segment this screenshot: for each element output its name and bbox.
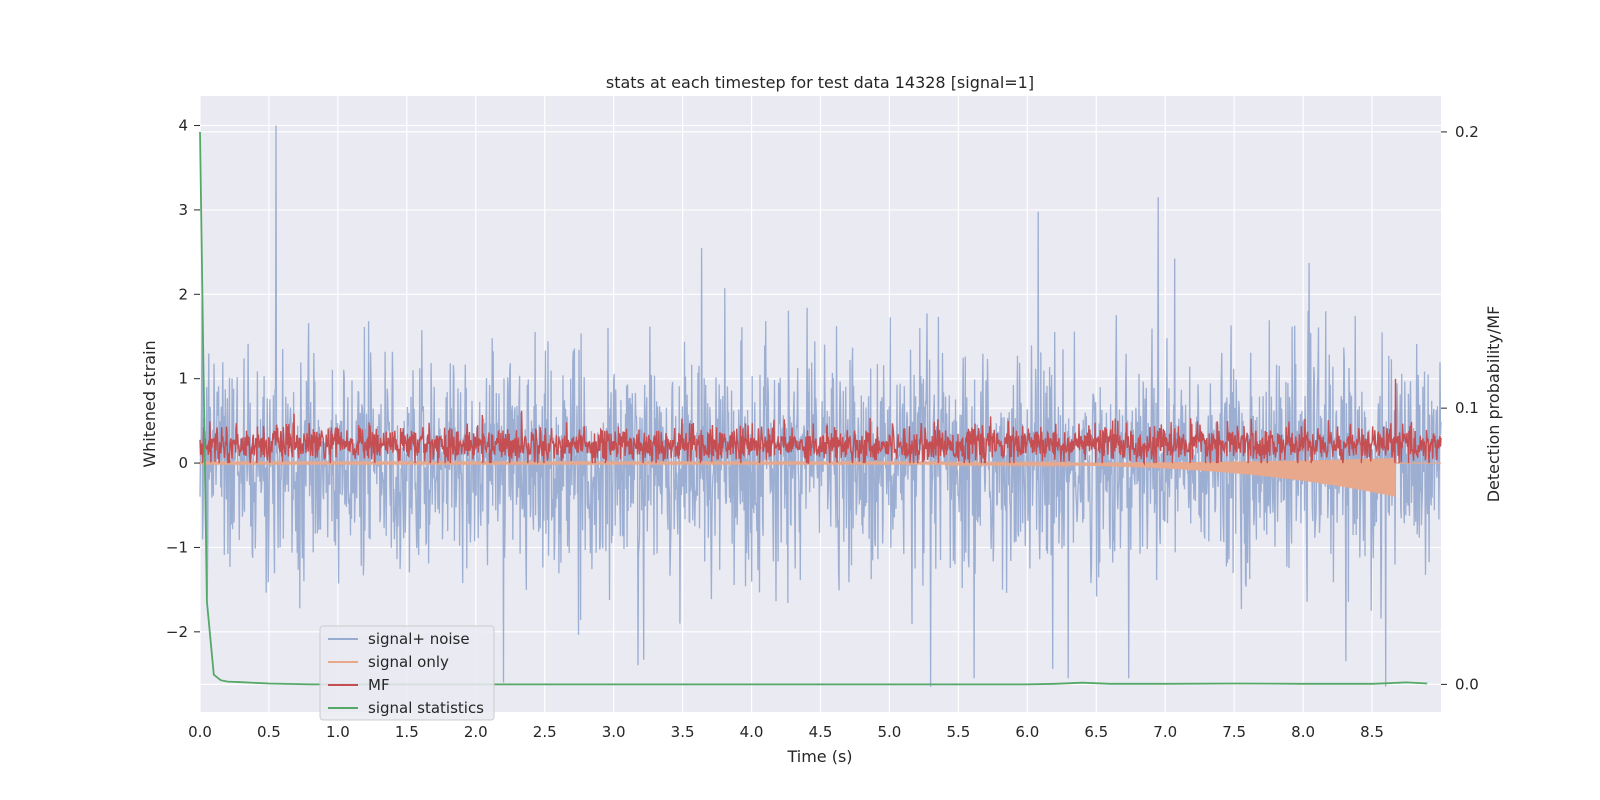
y2-tick-label: 0.2 [1455, 123, 1479, 141]
x-tick-label: 0.5 [257, 723, 281, 741]
x-tick-label: 8.5 [1360, 723, 1384, 741]
x-axis: 0.0 0.5 1.0 1.5 2.0 2.5 3.0 3.5 4.0 4.5 5.0 5.5 6.0 6… [188, 723, 1384, 741]
series-line-signal-only [199, 457, 1441, 497]
y-tick-label: −1 [166, 538, 188, 556]
x-tick-label: 4.5 [809, 723, 833, 741]
x-tick-label: 5.5 [946, 723, 970, 741]
legend-label-signal-noise: signal+ noise [368, 630, 470, 648]
y-tick-label: 3 [178, 201, 188, 219]
series-line-mf [199, 378, 1442, 466]
x-tick-label: 1.0 [326, 723, 350, 741]
chart-title: stats at each timestep for test data 143… [606, 73, 1034, 92]
legend: signal+ noise signal only MF signal stat… [319, 625, 495, 721]
x-tick-label: 4.0 [740, 723, 764, 741]
x-tick-label: 0.0 [188, 723, 212, 741]
plot-area [199, 125, 1442, 687]
x-tick-label: 6.5 [1084, 723, 1108, 741]
y2-tick-label: 0.0 [1455, 675, 1479, 693]
x-axis-label: Time (s) [786, 747, 852, 766]
y-tick-label: 0 [178, 454, 188, 472]
y-axis-right: 0.0 0.1 0.2 [1441, 123, 1479, 693]
x-tick-label: 1.5 [395, 723, 419, 741]
legend-label-signal-only: signal only [368, 653, 449, 671]
x-tick-label: 7.5 [1222, 723, 1246, 741]
y2-axis-label: Detection probability/MF [1484, 306, 1503, 503]
x-tick-label: 3.0 [602, 723, 626, 741]
y2-tick-label: 0.1 [1455, 399, 1479, 417]
x-tick-label: 2.5 [533, 723, 557, 741]
y-tick-label: 1 [178, 370, 188, 388]
legend-label-mf: MF [368, 676, 390, 694]
y-tick-label: 2 [178, 285, 188, 303]
legend-label-signal-statistics: signal statistics [368, 699, 484, 717]
y-tick-label: 4 [178, 117, 188, 135]
x-tick-label: 3.5 [671, 723, 695, 741]
x-tick-label: 8.0 [1291, 723, 1315, 741]
legend-box [319, 625, 495, 721]
x-tick-label: 2.0 [464, 723, 488, 741]
y-axis-label: Whitened strain [140, 340, 159, 467]
x-tick-label: 7.0 [1153, 723, 1177, 741]
series-line-signal-statistics [199, 131, 1428, 686]
y-axis-left: −2 −1 0 1 2 3 4 [166, 117, 200, 641]
y-tick-label: −2 [166, 623, 188, 641]
x-tick-label: 5.0 [878, 723, 902, 741]
x-tick-label: 6.0 [1015, 723, 1039, 741]
